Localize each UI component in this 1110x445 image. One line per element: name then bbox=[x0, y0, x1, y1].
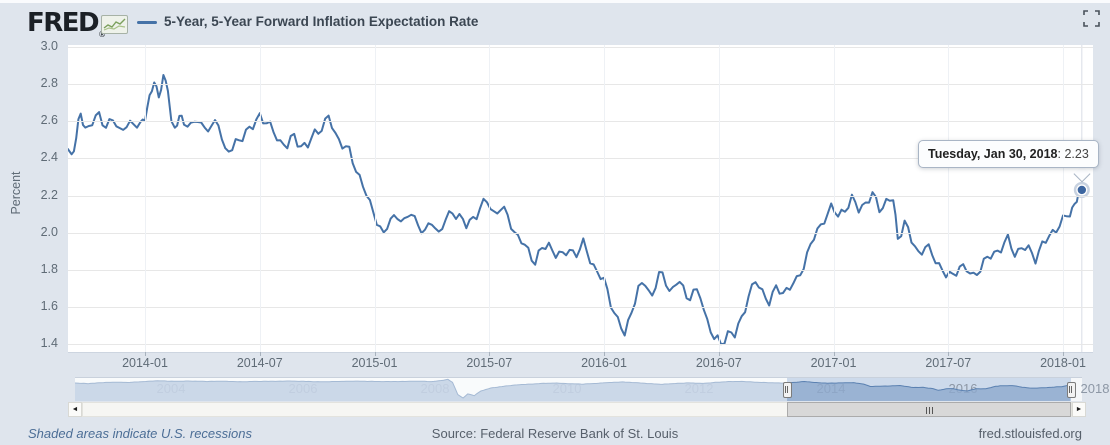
recession-note-link[interactable]: Shaded areas indicate U.S. recessions bbox=[28, 426, 253, 441]
x-tick-mark bbox=[833, 352, 835, 356]
y-gridline bbox=[68, 232, 1093, 234]
x-tick-label: 2018-01 bbox=[1040, 356, 1086, 370]
navigator-left-handle-icon[interactable] bbox=[783, 382, 792, 398]
y-tick-label: 2.0 bbox=[40, 224, 58, 239]
x-gridline bbox=[145, 45, 146, 352]
y-gridline bbox=[68, 344, 1093, 345]
y-gridline bbox=[68, 47, 1093, 48]
horizontal-scrollbar[interactable]: ◄ ► bbox=[68, 402, 1086, 417]
tooltip-date: Tuesday, Jan 30, 2018 bbox=[928, 147, 1058, 161]
x-gridline bbox=[718, 45, 720, 352]
x-gridline bbox=[604, 45, 605, 352]
x-tick-mark bbox=[1063, 352, 1064, 356]
y-tick-label: 2.2 bbox=[40, 187, 58, 202]
x-gridline bbox=[833, 45, 835, 352]
y-gridline bbox=[68, 269, 1093, 271]
y-gridline bbox=[68, 158, 1093, 160]
y-tick-label: 1.8 bbox=[40, 261, 58, 276]
x-tick-label: 2014-01 bbox=[122, 356, 168, 370]
x-tick-mark bbox=[948, 352, 950, 356]
x-tick-label: 2016-07 bbox=[695, 356, 742, 370]
x-gridline bbox=[948, 45, 950, 352]
y-tick-label: 2.6 bbox=[40, 113, 58, 128]
y-gridline bbox=[68, 84, 1093, 86]
sparkline-icon bbox=[101, 15, 128, 34]
y-gridline bbox=[68, 121, 1093, 123]
y-tick-label: 2.8 bbox=[40, 76, 58, 91]
x-tick-mark bbox=[259, 352, 261, 356]
y-gridline bbox=[68, 195, 1093, 197]
scrollbar-right-arrow-icon[interactable]: ► bbox=[1072, 402, 1086, 417]
x-tick-mark bbox=[374, 352, 376, 356]
legend-line-swatch bbox=[137, 21, 157, 24]
y-tick-label: 3.0 bbox=[40, 39, 58, 53]
source-text: Source: Federal Reserve Bank of St. Loui… bbox=[431, 426, 679, 441]
range-navigator[interactable]: 20042006200820102012201420162018 bbox=[75, 377, 1109, 401]
x-tick-label: 2015-07 bbox=[466, 356, 513, 370]
x-tick-label: 2016-01 bbox=[581, 356, 627, 370]
navigator-year-label: 2018 bbox=[1080, 381, 1110, 396]
navigator-area bbox=[75, 379, 1071, 401]
y-gridline bbox=[68, 306, 1093, 308]
plot-area[interactable] bbox=[68, 45, 1093, 353]
fred-logo-text: FRED bbox=[27, 8, 100, 38]
x-tick-mark bbox=[718, 352, 720, 356]
tooltip-value: 2.23 bbox=[1064, 147, 1089, 161]
y-tick-label: 2.4 bbox=[40, 150, 58, 165]
top-strip bbox=[0, 0, 1110, 3]
x-tick-label: 2014-07 bbox=[236, 356, 283, 370]
x-gridline bbox=[1063, 45, 1064, 352]
scrollbar-grip-icon bbox=[925, 407, 934, 414]
tooltip: Tuesday, Jan 30, 2018: 2.23 bbox=[918, 140, 1099, 168]
scrollbar-thumb[interactable] bbox=[787, 402, 1071, 417]
tooltip-separator: : bbox=[1057, 147, 1065, 161]
x-gridline bbox=[489, 45, 491, 352]
inflation-rate-line bbox=[68, 74, 1083, 346]
x-tick-label: 2017-07 bbox=[925, 356, 972, 370]
x-gridline bbox=[259, 45, 261, 352]
navigator-unselected-mask bbox=[75, 378, 787, 401]
x-tick-mark bbox=[145, 352, 146, 356]
navigator-right-handle-icon[interactable] bbox=[1067, 382, 1076, 398]
x-tick-mark bbox=[604, 352, 605, 356]
y-tick-label: 1.6 bbox=[40, 298, 58, 313]
fred-logo[interactable]: FRED® bbox=[27, 8, 106, 39]
last-point-marker bbox=[1077, 185, 1087, 195]
series-title: 5-Year, 5-Year Forward Inflation Expecta… bbox=[164, 14, 479, 29]
registered-mark: ® bbox=[98, 30, 106, 39]
navigator-area-edge bbox=[75, 378, 1071, 399]
main-line-chart bbox=[68, 45, 1090, 352]
y-tick-label: 1.4 bbox=[40, 336, 58, 350]
x-tick-label: 2015-01 bbox=[351, 356, 398, 370]
scrollbar-left-arrow-icon[interactable]: ◄ bbox=[68, 402, 82, 417]
x-tick-label: 2017-01 bbox=[810, 356, 857, 370]
fred-site-link[interactable]: fred.stlouisfed.org bbox=[978, 426, 1082, 441]
x-gridline bbox=[374, 45, 376, 352]
fullscreen-icon[interactable] bbox=[1083, 10, 1100, 27]
x-tick-mark bbox=[489, 352, 491, 356]
navigator-area-chart bbox=[75, 378, 1071, 401]
